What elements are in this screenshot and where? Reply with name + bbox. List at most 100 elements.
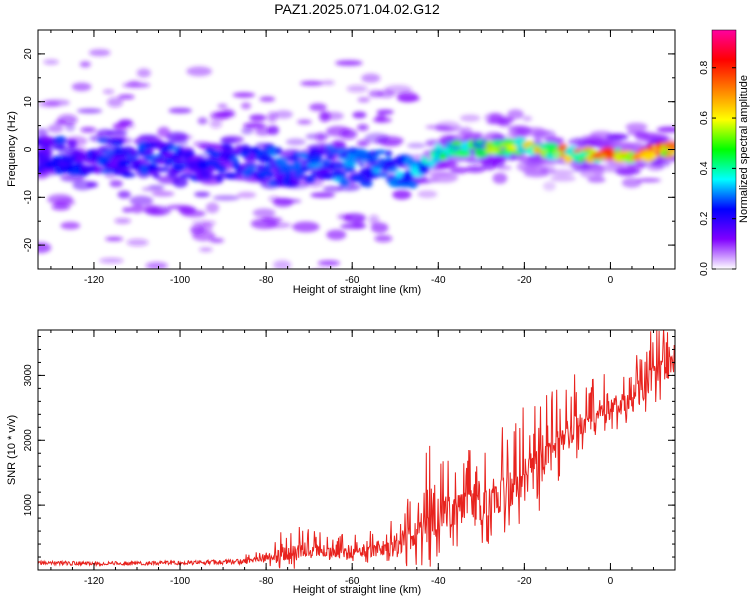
heatmap-cell: [304, 175, 316, 184]
heatmap-cell: [370, 222, 389, 234]
y-tick-label: 1000: [23, 494, 34, 517]
heatmap-cell: [109, 179, 123, 188]
heatmap-cell: [204, 169, 214, 175]
heatmap-cell: [207, 175, 219, 180]
x-tick-label: -100: [170, 275, 190, 286]
heatmap-cell: [217, 103, 228, 109]
heatmap-cell: [252, 208, 276, 218]
heatmap-cell: [275, 147, 282, 155]
heatmap-cell: [99, 257, 124, 264]
heatmap-cell: [417, 163, 429, 171]
heatmap-cell: [178, 206, 195, 215]
heatmap-cell: [307, 163, 324, 168]
heatmap-cell: [173, 158, 189, 163]
heatmap-cell: [190, 225, 205, 235]
heatmap-cell: [649, 158, 671, 168]
heatmap-cell: [372, 154, 379, 161]
heatmap-cell: [488, 113, 502, 122]
heatmap-cell: [144, 148, 154, 154]
heatmap-cell: [102, 89, 115, 94]
heatmap-cell: [543, 181, 556, 191]
heatmap-cell: [47, 194, 73, 205]
x-tick-label: -60: [345, 275, 360, 286]
heatmap-cell: [292, 221, 320, 233]
spectrogram-ylabel: Frequency (Hz): [6, 111, 18, 187]
heatmap-cell: [207, 156, 221, 162]
heatmap-cell: [361, 73, 381, 83]
colorbar-tick-label: 0.4: [699, 161, 710, 175]
heatmap-cell: [658, 126, 675, 131]
snr-ticks: -120 -100 -80 -60 -40 -20 0 1000 2000 3000: [23, 330, 676, 587]
heatmap-cell: [584, 135, 603, 146]
figure-title: PAZ1.2025.071.04.02.G12: [274, 1, 440, 17]
spectrogram-xlabel: Height of straight line (km): [293, 284, 421, 296]
y-tick-label: 2000: [23, 429, 34, 452]
x-tick-label: -120: [84, 576, 104, 587]
heatmap-cell: [41, 136, 51, 144]
heatmap-cell: [374, 234, 393, 243]
heatmap-cell: [129, 148, 137, 157]
heatmap-cell: [580, 167, 603, 179]
heatmap-cell: [240, 102, 252, 110]
heatmap-cell: [152, 172, 161, 179]
heatmap-cell: [72, 180, 94, 191]
heatmap-cell: [194, 191, 211, 198]
heatmap-cell: [392, 189, 412, 200]
heatmap-cell: [186, 66, 212, 77]
heatmap-cell: [172, 162, 187, 172]
heatmap-cell: [90, 148, 99, 154]
heatmap-cell: [564, 146, 579, 157]
heatmap-cell: [188, 150, 196, 157]
x-tick-label: -20: [517, 275, 532, 286]
heatmap-cell: [140, 164, 149, 175]
heatmap-cell: [118, 94, 135, 100]
spectrogram-cells: [38, 49, 675, 279]
heatmap-cell: [322, 159, 330, 169]
heatmap-cell: [317, 260, 340, 266]
colorbar-tick-label: 0.6: [699, 111, 710, 125]
heatmap-cell: [172, 176, 188, 188]
heatmap-cell: [54, 120, 67, 126]
heatmap-cell: [243, 123, 269, 129]
heatmap-cell: [376, 109, 394, 115]
heatmap-cell: [138, 134, 158, 140]
heatmap-cell: [326, 229, 347, 240]
heatmap-cell: [105, 236, 124, 242]
snr-panel: -120 -100 -80 -60 -40 -20 0 1000 2000 3000 Height…: [6, 329, 676, 596]
heatmap-cell: [168, 107, 192, 114]
heatmap-cell: [308, 269, 332, 279]
heatmap-cell: [89, 49, 111, 57]
heatmap-cell: [86, 181, 99, 188]
heatmap-cell: [226, 146, 235, 152]
heatmap-cell: [617, 165, 636, 175]
heatmap-cell: [372, 117, 392, 123]
snr-frame: [37, 329, 676, 571]
x-tick-label: -40: [431, 576, 446, 587]
heatmap-cell: [433, 157, 441, 163]
heatmap-cell: [232, 92, 256, 98]
heatmap-cell: [383, 160, 397, 170]
heatmap-cell: [136, 68, 151, 78]
y-tick-label: 20: [23, 48, 34, 60]
heatmap-cell: [215, 167, 228, 172]
heatmap-cell: [67, 139, 77, 148]
heatmap-cell: [426, 171, 453, 176]
heatmap-cell: [222, 108, 235, 116]
heatmap-cell: [337, 171, 347, 179]
heatmap-cell: [634, 130, 649, 140]
heatmap-cell: [435, 159, 458, 169]
heatmap-cell: [636, 178, 662, 183]
heatmap-cell: [122, 207, 133, 213]
x-tick-label: 0: [608, 576, 614, 587]
y-tick-label: -20: [23, 237, 34, 252]
heatmap-cell: [311, 170, 318, 178]
heatmap-cell: [129, 195, 154, 206]
heatmap-cell: [241, 127, 254, 135]
heatmap-cell: [358, 162, 365, 167]
heatmap-cell: [492, 172, 508, 184]
heatmap-cell: [310, 192, 336, 198]
snr-ylabel: SNR (10 * v/v): [6, 415, 18, 485]
heatmap-cell: [279, 162, 292, 170]
colorbar-tick-label: 0.0: [699, 262, 710, 276]
